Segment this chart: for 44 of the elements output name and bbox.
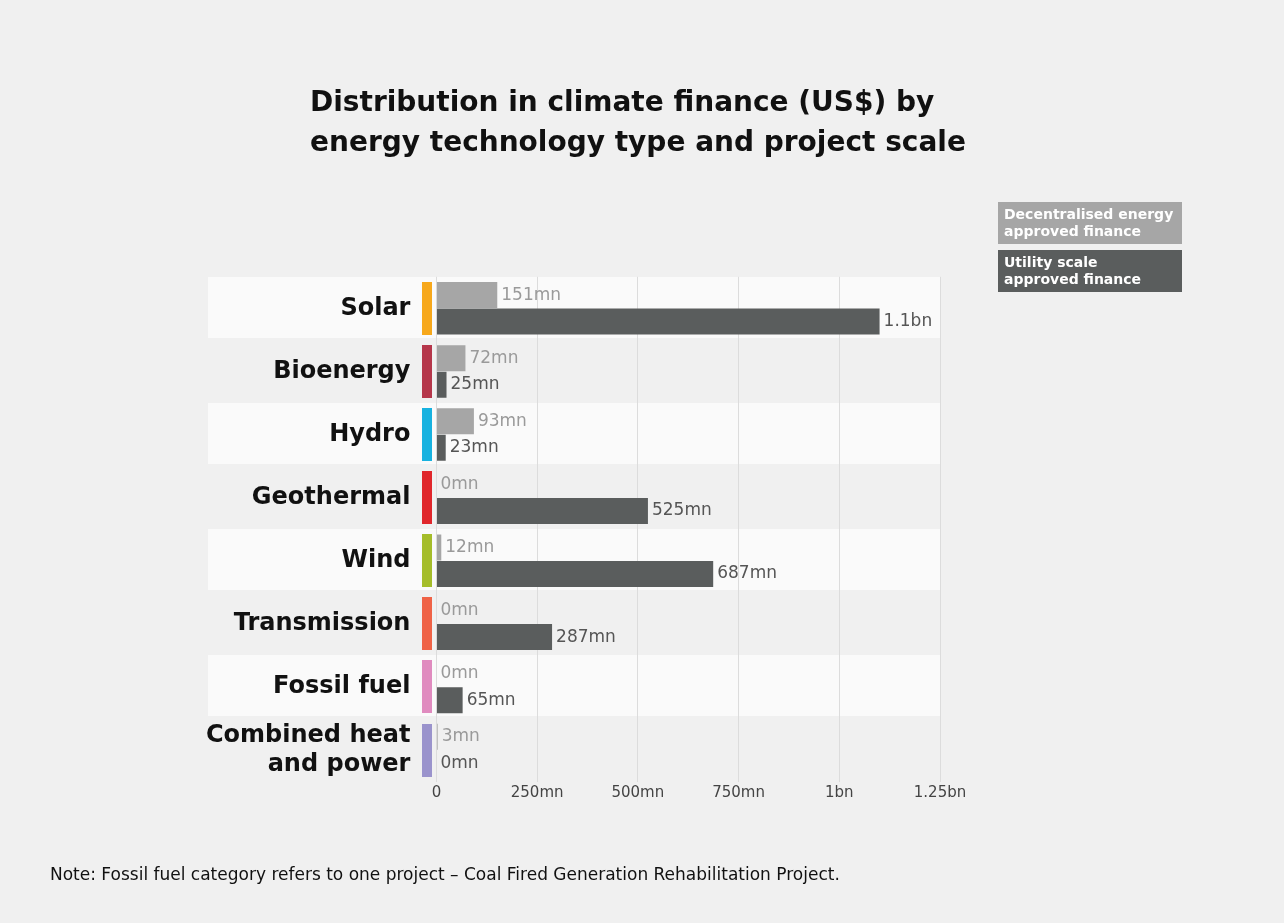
data-label: 72mn xyxy=(469,346,519,367)
data-label: 525mn xyxy=(651,499,712,520)
x-tick-label: 1.25bn xyxy=(913,783,967,802)
data-label: 12mn xyxy=(445,535,495,556)
y-tick-label: Transmission xyxy=(233,608,411,637)
data-label: 0mn xyxy=(440,599,479,620)
y-tick-label: Geothermal xyxy=(251,481,411,510)
x-tick-label: 500mn xyxy=(611,783,665,802)
text: Utility scale approved finance xyxy=(998,250,1182,292)
data-label: 151mn xyxy=(501,283,562,304)
bar xyxy=(436,561,714,587)
y-tick-label: Combined heat and power xyxy=(205,719,411,777)
bar xyxy=(436,345,466,372)
x-tick-label: 750mn xyxy=(712,783,765,802)
bar xyxy=(436,624,553,651)
data-label: 25mn xyxy=(450,373,500,394)
chart-title: Distribution in climate finance (US$) by energy technology type and project scale xyxy=(310,84,967,160)
bar xyxy=(436,408,474,435)
x-tick-label: 250mn xyxy=(510,783,564,802)
data-label: 0mn xyxy=(440,751,479,772)
data-label: 0mn xyxy=(440,472,479,493)
bar xyxy=(436,434,446,461)
bar xyxy=(436,687,463,714)
y-tick-label: Fossil fuel xyxy=(273,671,411,700)
bar xyxy=(436,282,498,309)
data-label: 23mn xyxy=(449,436,499,457)
data-label: 287mn xyxy=(556,625,616,646)
data-label: 1.1bn xyxy=(883,310,933,331)
data-label: 65mn xyxy=(466,688,516,709)
data-label: 3mn xyxy=(441,725,480,746)
y-tick-label: Hydro xyxy=(329,418,411,447)
text: Note: Fossil fuel category refers to one project – Coal Fired Generation Rehabilitation Project. xyxy=(50,864,840,884)
x-tick-label: 0 xyxy=(431,783,442,802)
text: Decentralised energy approved finance xyxy=(998,202,1182,244)
y-tick-label: Solar xyxy=(340,292,411,321)
bar xyxy=(436,497,648,524)
data-label: 93mn xyxy=(477,409,527,430)
bar xyxy=(436,308,880,335)
y-tick-label: Bioenergy xyxy=(273,355,411,384)
data-label: 0mn xyxy=(440,662,479,683)
x-tick-label: 1bn xyxy=(825,783,854,802)
data-label: 687mn xyxy=(717,562,777,583)
bar xyxy=(436,371,447,398)
y-tick-label: Wind xyxy=(341,544,411,573)
